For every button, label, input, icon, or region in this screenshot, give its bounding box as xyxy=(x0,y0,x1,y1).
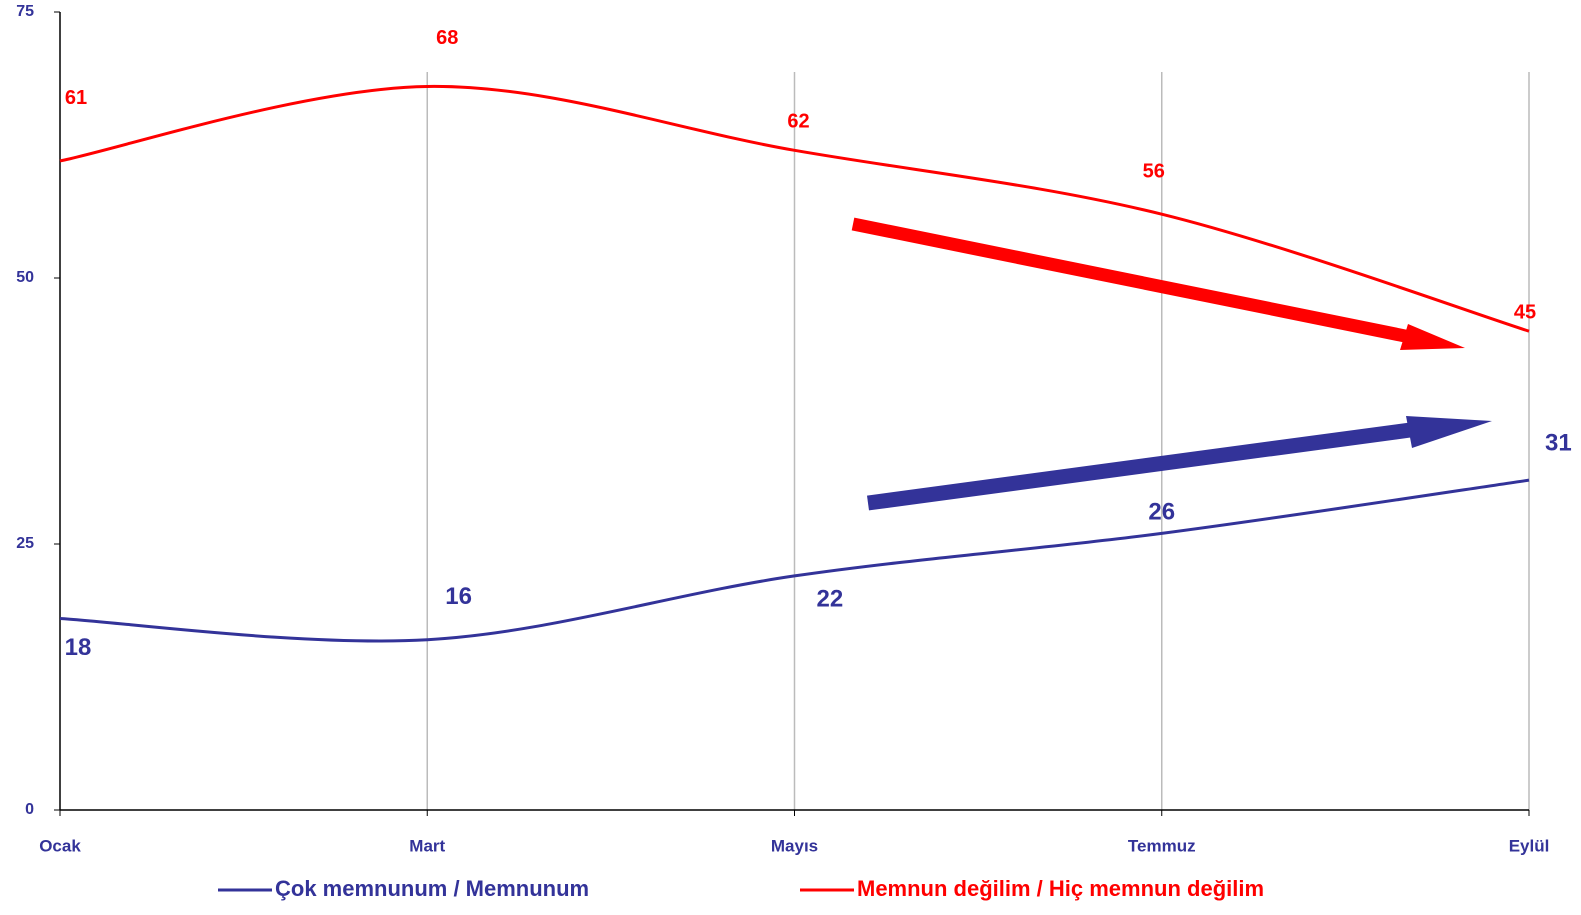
x-tick-label: Mayıs xyxy=(771,836,818,855)
series: 61 68 62 56 45 Memnun değilim / Hiç memnun de… xyxy=(59,27,1536,901)
y-tick-label: 50 xyxy=(16,269,34,286)
data-label: 56 xyxy=(1143,160,1165,182)
y-tick-label: 0 xyxy=(25,801,34,818)
x-tick-label: Mart xyxy=(409,836,445,855)
arrows xyxy=(851,217,1492,511)
data-label: 16 xyxy=(445,583,472,610)
data-label: 68 xyxy=(436,27,458,49)
blue-arrow-shaft xyxy=(866,420,1427,511)
blue-arrow-head xyxy=(1406,416,1492,448)
red-arrow-head xyxy=(1400,324,1465,350)
data-label: 18 xyxy=(65,634,92,661)
data-label: 26 xyxy=(1148,499,1175,526)
y-tick-label: 25 xyxy=(16,535,34,552)
y-tick-label: 75 xyxy=(16,3,34,20)
series-line xyxy=(59,478,1530,643)
series: 18 16 22 26 31 Çok memnunum / Memnunum xyxy=(59,430,1572,901)
legend-label: Memnun değilim / Hiç memnun değilim xyxy=(857,876,1264,901)
data-label: 22 xyxy=(817,585,844,612)
data-label: 61 xyxy=(65,87,87,109)
x-tick-label: Eylül xyxy=(1509,836,1550,855)
plot: Ocak Mart Mayıs Temmuz Eylül 0 25 50 75 xyxy=(16,3,1549,855)
data-label: 31 xyxy=(1545,430,1572,457)
series-line xyxy=(59,84,1530,333)
data-label: 45 xyxy=(1514,301,1536,323)
data-label: 62 xyxy=(787,111,809,133)
x-tick-label: Ocak xyxy=(39,836,81,855)
red-arrow-shaft xyxy=(851,217,1412,344)
legend-label: Çok memnunum / Memnunum xyxy=(275,876,589,901)
x-tick-label: Temmuz xyxy=(1128,836,1196,855)
